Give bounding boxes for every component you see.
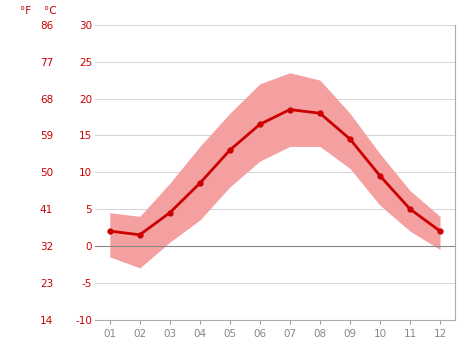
Text: °C: °C <box>44 6 57 16</box>
Text: °F: °F <box>20 6 31 16</box>
